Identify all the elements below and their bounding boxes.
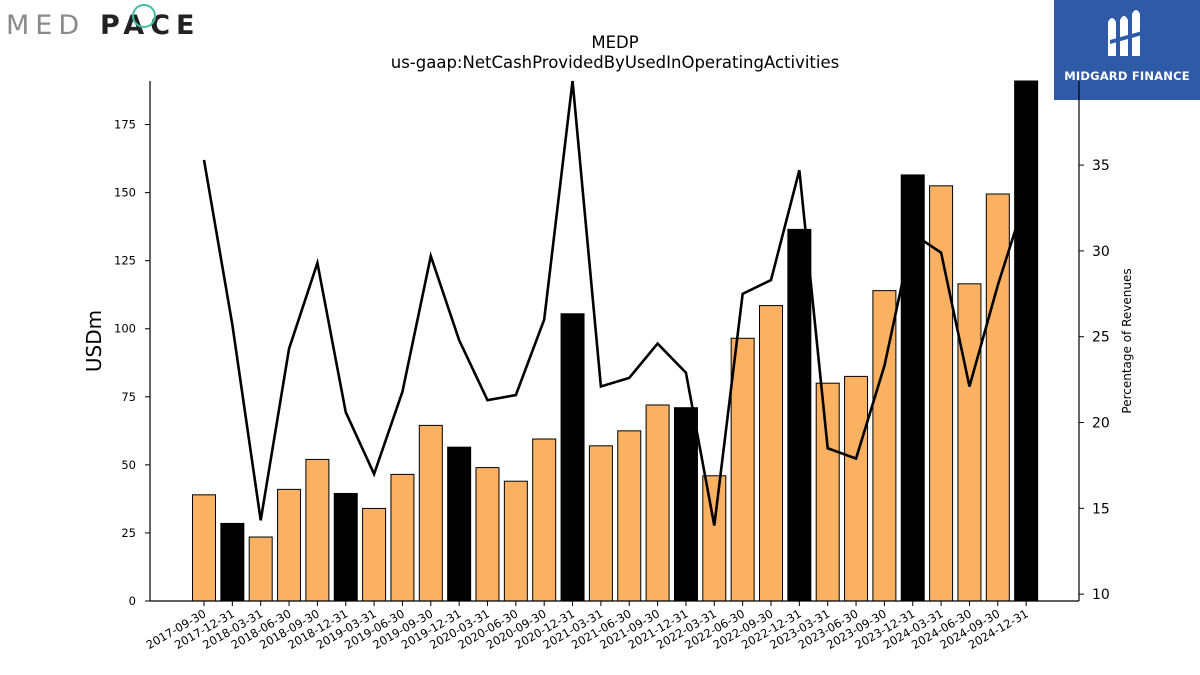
bar-2023-06-30 [844,375,869,602]
bar-2018-03-31 [248,536,273,602]
chart-title: MEDP [591,33,638,52]
line-layer [202,80,1028,526]
y-tick-label: 175 [114,118,136,132]
bar-2024-06-30 [957,283,982,602]
y2-tick-label: 20 [1092,416,1110,432]
chart-subtitle: us-gaap:NetCashProvidedByUsedInOperating… [391,53,839,72]
bar-2021-06-30 [617,430,642,602]
bar-2024-09-30 [985,193,1010,602]
y-tick-label: 150 [114,186,136,200]
bar-2020-12-31 [560,313,585,602]
bar-2023-09-30 [872,290,897,602]
y-tick-label: 75 [121,390,136,404]
midgard-finance-logo: MIDGARD FINANCE [1054,0,1200,100]
bar-2024-12-31 [1014,80,1039,602]
bar-2021-03-31 [588,445,613,602]
bar-2021-09-30 [645,404,670,602]
bar-2022-06-30 [730,337,755,602]
bar-2018-06-30 [277,488,302,602]
y-tick-label: 125 [114,254,136,268]
y-tick-label: 0 [129,594,136,608]
midgard-finance-label: MIDGARD FINANCE [1064,69,1190,83]
y-tick-label: 100 [114,322,136,336]
bar-2021-12-31 [673,407,698,602]
bar-2019-06-30 [390,473,415,602]
bar-2019-03-31 [362,507,387,602]
bar-2017-12-31 [220,522,245,602]
medpace-logo: MED PACE [4,4,219,42]
y-axis-label: USDm [82,310,106,372]
logo-swirl-icon [132,4,156,28]
bar-2020-06-30 [503,480,528,602]
bar-2020-09-30 [532,438,557,602]
y2-tick-label: 15 [1092,501,1110,517]
y2-tick-label: 30 [1092,244,1110,260]
y2-axis-label: Percentage of Revenues [1120,268,1134,413]
y-tick-label: 25 [121,526,136,540]
axes-group: 02550751001251501751015202530352017-09-3… [114,81,1110,652]
bar-2022-09-30 [759,305,783,602]
logo-med-text: MED [6,10,85,41]
y2-tick-label: 25 [1092,330,1110,346]
pct-revenue-line [202,80,1028,526]
bar-2020-03-31 [475,467,500,602]
midgard-m-icon [1108,10,1146,56]
y-tick-label: 50 [121,458,136,472]
bar-2022-03-31 [702,475,727,602]
bar-2019-12-31 [447,446,472,602]
y2-tick-label: 10 [1092,587,1110,603]
bars-group [192,80,1039,602]
bar-2019-09-30 [418,424,443,602]
bar-2022-12-31 [787,228,812,602]
bar-2023-03-31 [815,382,840,602]
bar-2018-12-31 [333,492,358,602]
bar-2018-09-30 [305,458,330,602]
bar-2017-09-30 [192,494,216,602]
y2-tick-label: 35 [1092,158,1110,174]
